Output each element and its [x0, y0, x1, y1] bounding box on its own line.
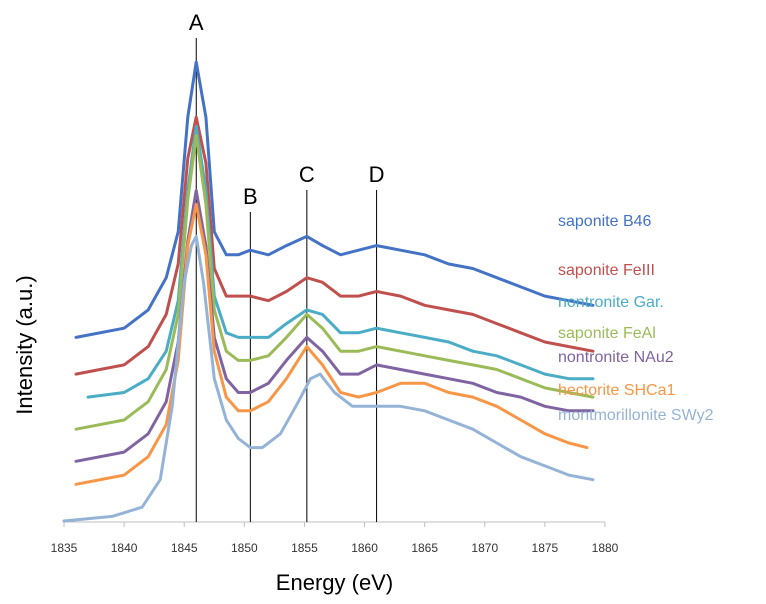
series-label: saponite FeIII — [558, 262, 655, 279]
series-line — [62, 234, 595, 523]
series-line — [74, 60, 595, 339]
series-label: saponite FeAl — [558, 325, 656, 342]
peak-marker-label: D — [369, 162, 385, 187]
peak-marker-label: B — [243, 184, 258, 209]
x-tick-label: 1840 — [111, 541, 138, 555]
series-label: nontronite NAu2 — [558, 349, 674, 366]
x-tick-label: 1845 — [171, 541, 198, 555]
series-label: nontronite Gar. — [558, 294, 664, 311]
x-tick-label: 1850 — [231, 541, 258, 555]
plot-area: 1835 1840 1845 1850 1855 1860 1865 1870 1875 1880… — [51, 10, 714, 555]
series-label: saponite B46 — [558, 213, 652, 230]
series-labels: saponite B46 saponite FeIII nontronite Gar… — [558, 213, 714, 424]
x-axis-title: Energy (eV) — [276, 570, 393, 595]
peak-marker-label: A — [189, 10, 204, 35]
x-ticks: 1835 1840 1845 1850 1855 1860 1865 1870 1875 1880 — [51, 522, 619, 555]
peak-marker-label: C — [299, 162, 315, 187]
x-tick-label: 1870 — [471, 541, 498, 555]
series-line — [74, 202, 589, 486]
series-label: montmorillonite SWy2 — [558, 407, 714, 424]
series-line — [74, 133, 595, 431]
x-tick-label: 1860 — [351, 541, 378, 555]
x-tick-label: 1880 — [592, 541, 619, 555]
y-axis-title: Intensity (a.u.) — [12, 275, 37, 414]
x-tick-label: 1865 — [411, 541, 438, 555]
series-line — [86, 124, 595, 399]
x-tick-label: 1855 — [291, 541, 318, 555]
x-tick-label: 1835 — [51, 541, 78, 555]
peak-markers: A B C D — [189, 10, 385, 522]
x-tick-label: 1875 — [532, 541, 559, 555]
series-line — [74, 115, 595, 376]
series-lines — [62, 60, 595, 523]
series-label: hectorite SHCa1 — [558, 382, 675, 399]
